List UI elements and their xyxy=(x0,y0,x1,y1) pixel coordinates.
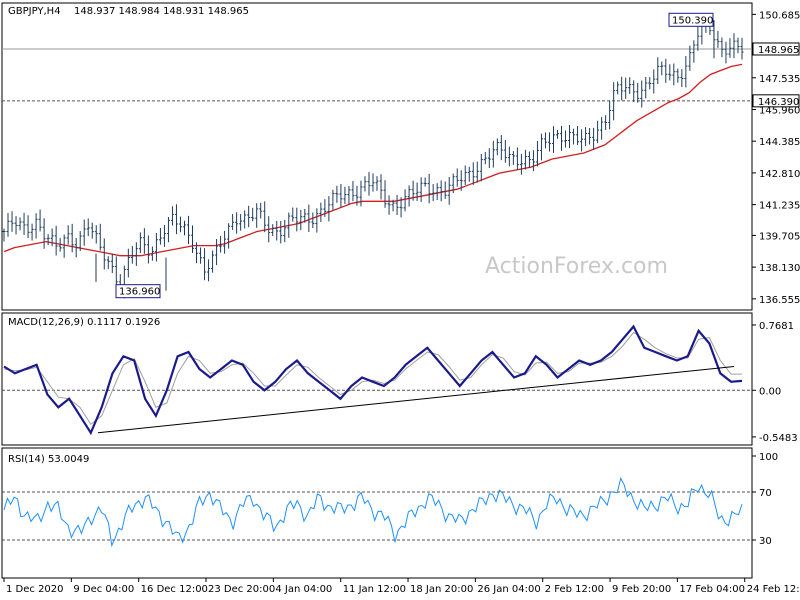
main-header-ohlc: 148.937 148.984 148.931 148.965 xyxy=(74,6,249,17)
macd-line xyxy=(3,324,743,436)
x-tick-label: 1 Dec 2020 xyxy=(6,584,64,595)
macd-y-tick-label: 0.7681 xyxy=(759,321,794,332)
current-price-tag: 148.965 xyxy=(752,42,800,56)
macd-y-axis: 0.7681 0.00 -0.5483 xyxy=(752,321,798,444)
high-label: 150.390 xyxy=(672,15,713,26)
macd-panel: MACD(12,26,9) 0.1117 0.1926 0.7681 0.00 -0… xyxy=(1,312,798,446)
watermark: ActionForex.com xyxy=(485,254,668,279)
rsi-y-tick-label: 30 xyxy=(759,536,772,547)
macd-y-tick-label: 0.00 xyxy=(759,386,781,397)
x-tick-label: 16 Dec 12:00 xyxy=(141,584,208,595)
macd-header: MACD(12,26,9) 0.1117 0.1926 xyxy=(8,317,160,328)
level-price-label: 146.390 xyxy=(758,97,799,108)
x-tick-label: 18 Jan 20:00 xyxy=(410,584,473,595)
x-tick-label: 9 Dec 04:00 xyxy=(73,584,134,595)
x-tick-label: 11 Jan 12:00 xyxy=(343,584,406,595)
rsi-panel: RSI(14) 53.0049 100 70 30 xyxy=(1,447,778,579)
main-y-tick-label: 141.235 xyxy=(759,201,800,212)
x-tick-label: 17 Feb 04:00 xyxy=(679,584,745,595)
x-tick-label: 24 Feb 12:00 xyxy=(747,584,800,595)
main-y-tick-label: 139.705 xyxy=(759,231,800,242)
level-price-tag: 146.390 xyxy=(752,94,800,108)
x-tick-label: 23 Dec 20:00 xyxy=(208,584,275,595)
current-price-label: 148.965 xyxy=(758,45,799,56)
macd-trendline xyxy=(97,365,735,434)
x-tick-label: 2 Feb 12:00 xyxy=(545,584,604,595)
rsi-line xyxy=(3,477,743,548)
x-axis: 1 Dec 2020 9 Dec 04:00 16 Dec 12:00 23 Dec … xyxy=(3,578,800,595)
low-label-box: 136.960 xyxy=(115,284,161,299)
main-y-tick-label: 150.685 xyxy=(759,10,800,21)
main-y-tick-label: 138.130 xyxy=(759,263,800,274)
main-y-tick-label: 136.555 xyxy=(759,295,800,306)
rsi-level-lines xyxy=(2,491,752,541)
rsi-y-tick-label: 70 xyxy=(759,488,772,499)
price-bars xyxy=(2,14,744,299)
x-tick-label: 4 Jan 04:00 xyxy=(275,584,332,595)
macd-signal-line xyxy=(3,331,742,426)
main-y-tick-label: 145.960 xyxy=(759,105,800,116)
macd-y-tick-label: -0.5483 xyxy=(759,433,798,444)
main-header-symbol: GBPJPY,H4 xyxy=(8,6,61,17)
high-label-box: 150.390 xyxy=(668,12,714,27)
rsi-y-tick-label: 100 xyxy=(759,452,778,463)
main-y-tick-label: 147.535 xyxy=(759,74,800,85)
main-y-tick-label: 142.810 xyxy=(759,169,800,180)
low-label: 136.960 xyxy=(119,287,160,298)
rsi-header: RSI(14) 53.0049 xyxy=(8,454,89,465)
x-tick-label: 9 Feb 20:00 xyxy=(612,584,671,595)
main-panel: GBPJPY,H4 148.937 148.984 148.931 148.96… xyxy=(1,2,800,311)
main-y-tick-label: 144.385 xyxy=(759,137,800,148)
rsi-y-axis: 100 70 30 xyxy=(752,452,778,547)
moving-average-line xyxy=(3,63,743,257)
x-tick-label: 26 Jan 04:00 xyxy=(477,584,540,595)
